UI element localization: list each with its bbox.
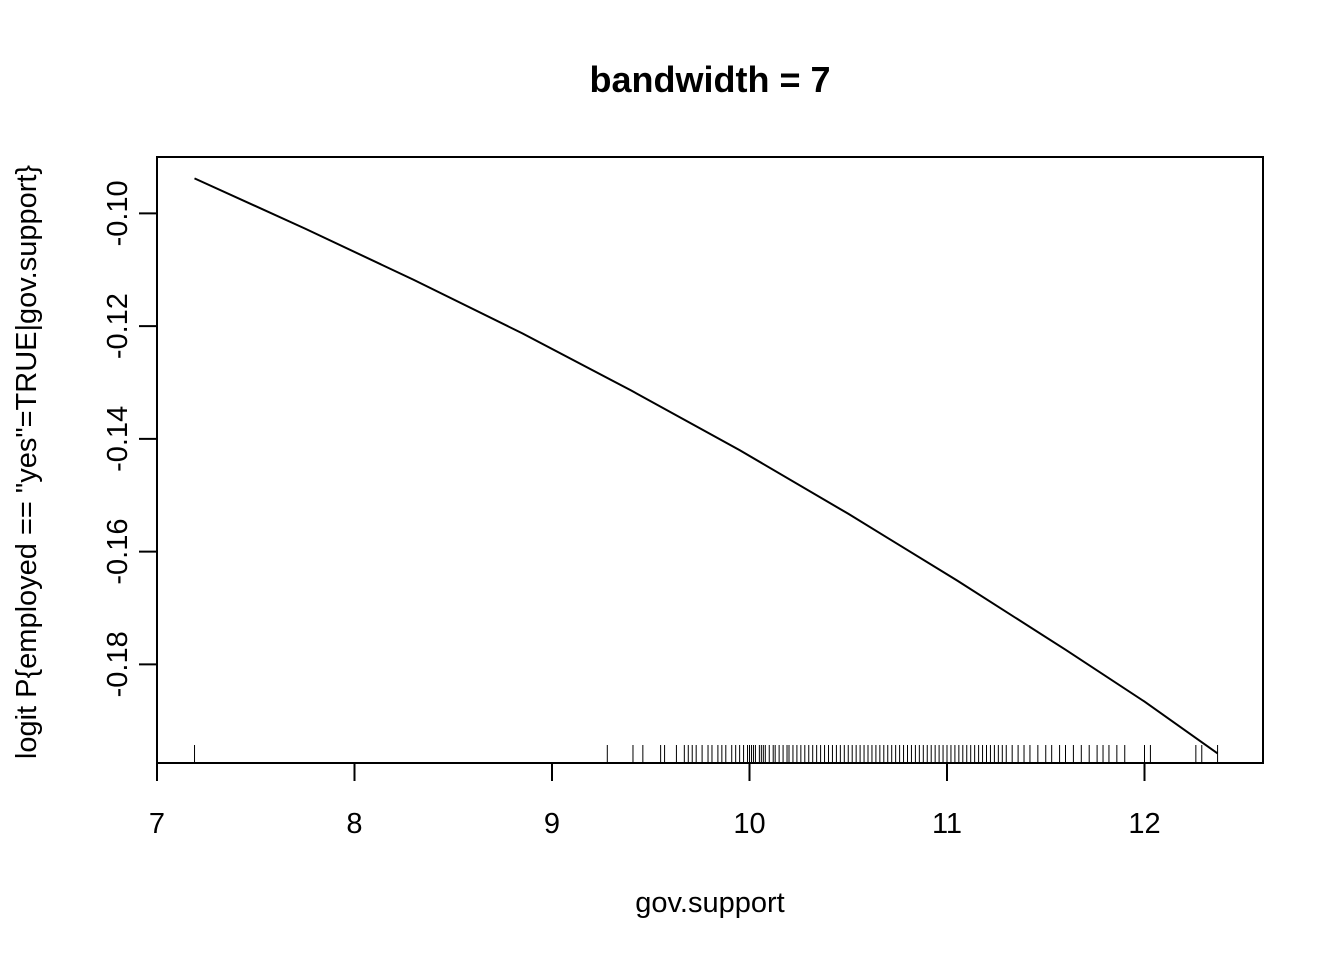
x-tick-label: 10 — [733, 808, 765, 840]
x-tick-label: 11 — [932, 808, 962, 840]
x-tick-label: 8 — [346, 808, 362, 840]
rug-marks — [194, 745, 1219, 763]
x-tick-label: 12 — [1128, 808, 1160, 840]
x-tick-label: 9 — [544, 808, 560, 840]
y-tick-label: -0.18 — [102, 631, 134, 697]
y-tick-label: -0.10 — [102, 180, 134, 246]
y-tick-label: -0.16 — [102, 519, 134, 585]
y-tick-label: -0.12 — [102, 293, 134, 359]
plot-frame — [156, 156, 1264, 764]
chart-title: bandwidth = 7 — [589, 59, 830, 100]
x-axis-label: gov.support — [635, 887, 784, 919]
x-axis: 7 8 9 10 11 12 — [149, 762, 1161, 840]
series-line — [194, 177, 1219, 755]
y-tick-label: -0.14 — [102, 406, 134, 472]
series-lines — [194, 177, 1219, 755]
y-axis-label: logit P{employed == "yes"=TRUE|gov.suppo… — [11, 165, 43, 760]
x-tick-label: 7 — [149, 808, 165, 840]
y-axis: -0.10 -0.12 -0.14 -0.16 -0.18 — [102, 180, 158, 697]
